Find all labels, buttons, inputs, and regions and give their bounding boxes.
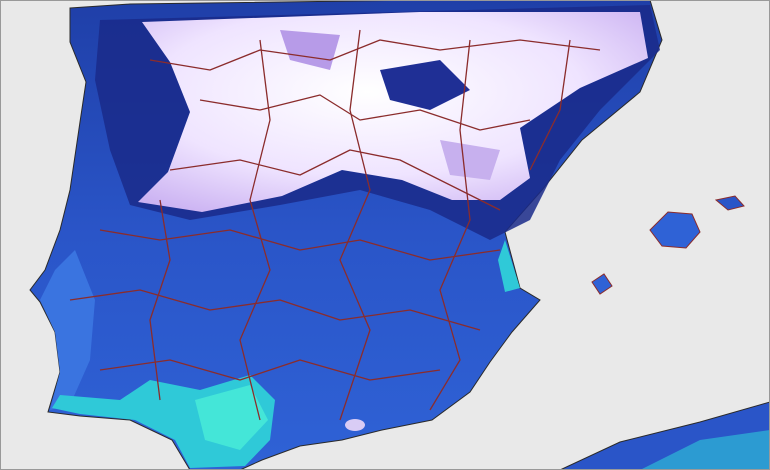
snow-patch <box>440 140 500 180</box>
province-border <box>69 289 481 331</box>
warm-core <box>195 385 268 450</box>
warm-zone <box>640 430 770 470</box>
snow-patch <box>280 30 340 70</box>
province-border <box>239 39 271 421</box>
island <box>714 195 745 211</box>
province-border <box>99 229 501 261</box>
coast-zone <box>40 250 95 410</box>
province-border <box>199 94 531 131</box>
province-border <box>99 359 441 381</box>
warm-zone <box>498 240 520 292</box>
province-border <box>339 29 371 421</box>
province-border <box>169 149 501 211</box>
province-border <box>149 199 171 401</box>
snow-patch <box>345 419 365 431</box>
province-border <box>529 39 571 171</box>
cold-patch <box>380 60 470 110</box>
province-border <box>429 39 471 411</box>
island <box>649 211 701 249</box>
snow-area <box>138 12 648 212</box>
province-border <box>149 39 601 71</box>
island <box>591 273 613 295</box>
